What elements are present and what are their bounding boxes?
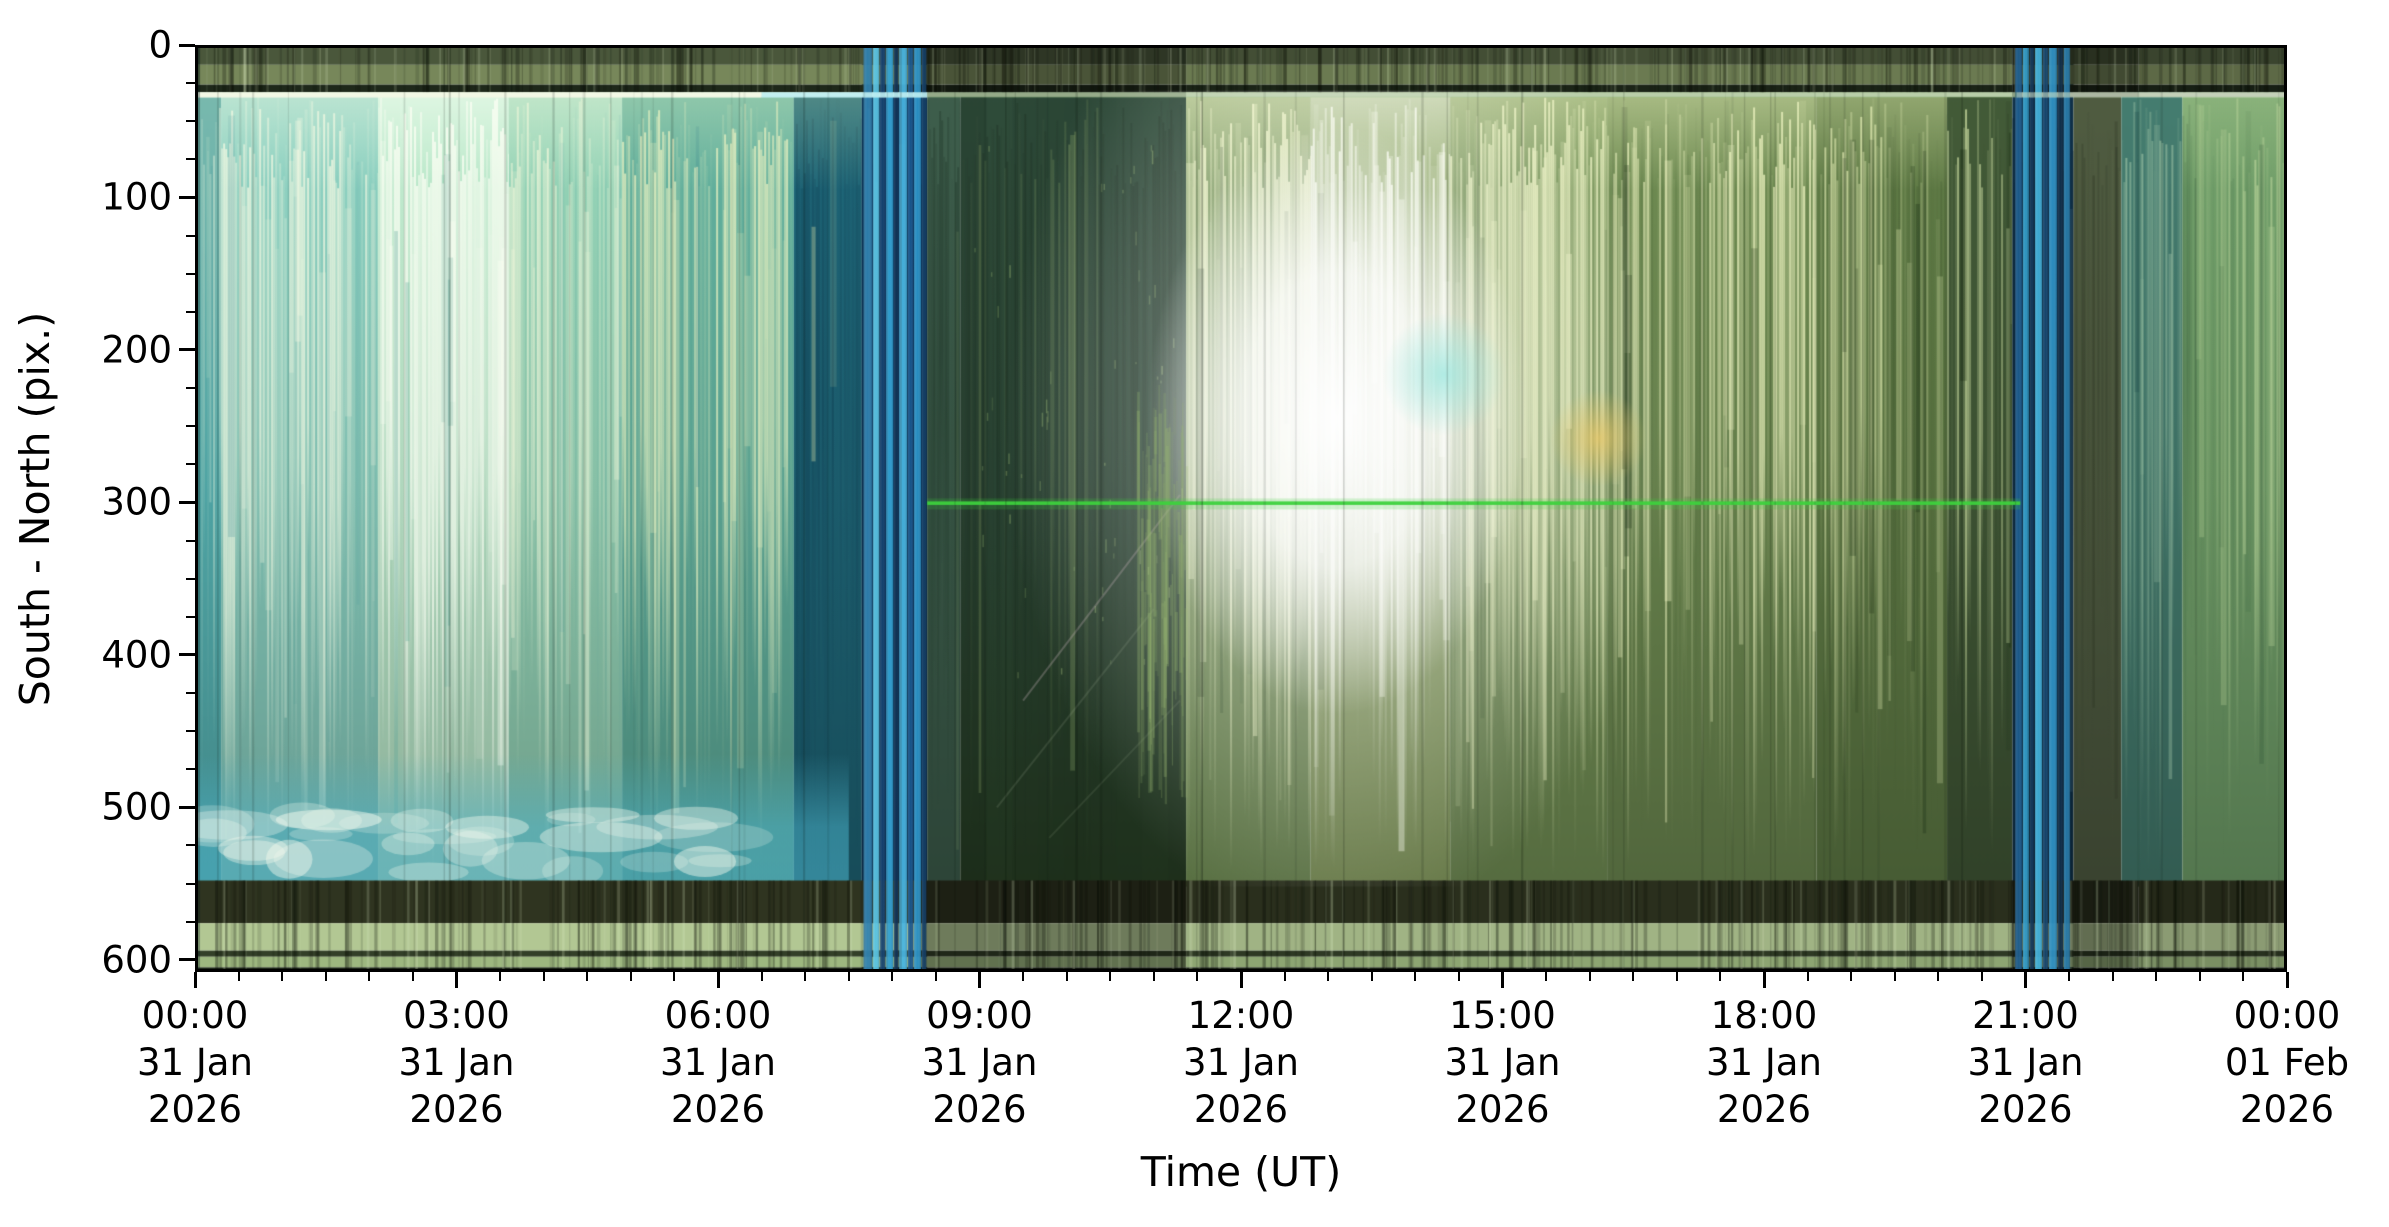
y-minor-tick [186,310,195,313]
y-minor-tick [186,615,195,618]
x-minor-tick [1370,972,1373,981]
x-minor-tick [237,972,240,981]
y-major-tick [179,348,195,352]
x-minor-tick [629,972,632,981]
y-minor-tick [186,425,195,428]
x-minor-tick [1022,972,1025,981]
x-minor-tick [1109,972,1112,981]
x-minor-tick [1850,972,1853,981]
x-minor-tick [934,972,937,981]
y-minor-tick [186,120,195,123]
x-minor-tick [2155,972,2158,981]
y-minor-tick [186,920,195,923]
y-major-tick [179,500,195,504]
x-major-tick [2285,972,2289,988]
x-minor-tick [1719,972,1722,981]
y-minor-tick [186,691,195,694]
x-minor-tick [760,972,763,981]
y-minor-tick [186,272,195,275]
x-tick-label: 09:00 31 Jan 2026 [921,994,1038,1131]
x-tick-label: 03:00 31 Jan 2026 [398,994,515,1131]
y-major-tick [179,195,195,199]
x-minor-tick [542,972,545,981]
x-minor-tick [891,972,894,981]
x-minor-tick [1632,972,1635,981]
y-tick-label: 400 [101,633,172,677]
x-minor-tick [1893,972,1896,981]
x-minor-tick [1283,972,1286,981]
x-major-tick [1501,972,1504,988]
y-tick-label: 600 [101,938,172,982]
x-major-tick [193,972,197,988]
x-tick-label: 21:00 31 Jan 2026 [1967,994,2084,1131]
y-tick-label: 100 [101,175,172,219]
x-major-tick [716,972,720,988]
x-minor-tick [1327,972,1330,981]
keogram-image [195,45,2287,972]
x-minor-tick [847,972,850,981]
y-tick-label: 0 [148,23,172,67]
y-major-tick [179,958,195,962]
x-minor-tick [2068,972,2071,981]
x-tick-label: 06:00 31 Jan 2026 [660,994,776,1131]
x-major-tick [1239,972,1243,988]
x-minor-tick [1152,972,1155,981]
y-major-tick [179,43,195,47]
x-minor-tick [368,972,371,981]
x-tick-label: 18:00 31 Jan 2026 [1706,994,1822,1131]
y-minor-tick [186,577,195,580]
y-axis-label: South - North (pix.) [11,311,59,706]
x-major-tick [1762,972,1766,988]
x-minor-tick [2198,972,2201,981]
x-minor-tick [2242,972,2245,981]
x-minor-tick [1675,972,1678,981]
y-minor-tick [186,387,195,390]
x-axis-label: Time (UT) [1140,1148,1342,1196]
y-major-tick [179,805,195,809]
x-minor-tick [2111,972,2114,981]
y-tick-label: 500 [101,785,172,829]
x-minor-tick [1588,972,1591,981]
y-minor-tick [186,463,195,466]
y-tick-label: 200 [101,328,172,372]
x-minor-tick [324,972,327,981]
y-major-tick [179,653,195,657]
x-minor-tick [1196,972,1199,981]
x-minor-tick [1065,972,1068,981]
x-minor-tick [411,972,414,981]
x-minor-tick [1980,972,1983,981]
y-minor-tick [186,158,195,161]
y-minor-tick [186,539,195,542]
y-minor-tick [186,234,195,237]
x-minor-tick [586,972,589,981]
x-minor-tick [1806,972,1809,981]
x-major-tick [455,972,458,988]
y-tick-label: 300 [101,480,172,524]
x-minor-tick [1545,972,1548,981]
y-minor-tick [186,82,195,85]
x-minor-tick [804,972,807,981]
x-minor-tick [1937,972,1940,981]
x-tick-label: 00:00 01 Feb 2026 [2224,994,2350,1131]
x-tick-label: 15:00 31 Jan 2026 [1444,994,1561,1131]
x-major-tick [2024,972,2027,988]
y-minor-tick [186,730,195,733]
x-minor-tick [1457,972,1460,981]
y-minor-tick [186,882,195,885]
x-minor-tick [673,972,676,981]
y-minor-tick [186,844,195,847]
y-minor-tick [186,768,195,771]
x-minor-tick [1414,972,1417,981]
x-tick-label: 00:00 31 Jan 2026 [137,994,253,1131]
x-minor-tick [281,972,284,981]
x-minor-tick [499,972,502,981]
x-tick-label: 12:00 31 Jan 2026 [1183,994,1299,1131]
x-major-tick [978,972,981,988]
